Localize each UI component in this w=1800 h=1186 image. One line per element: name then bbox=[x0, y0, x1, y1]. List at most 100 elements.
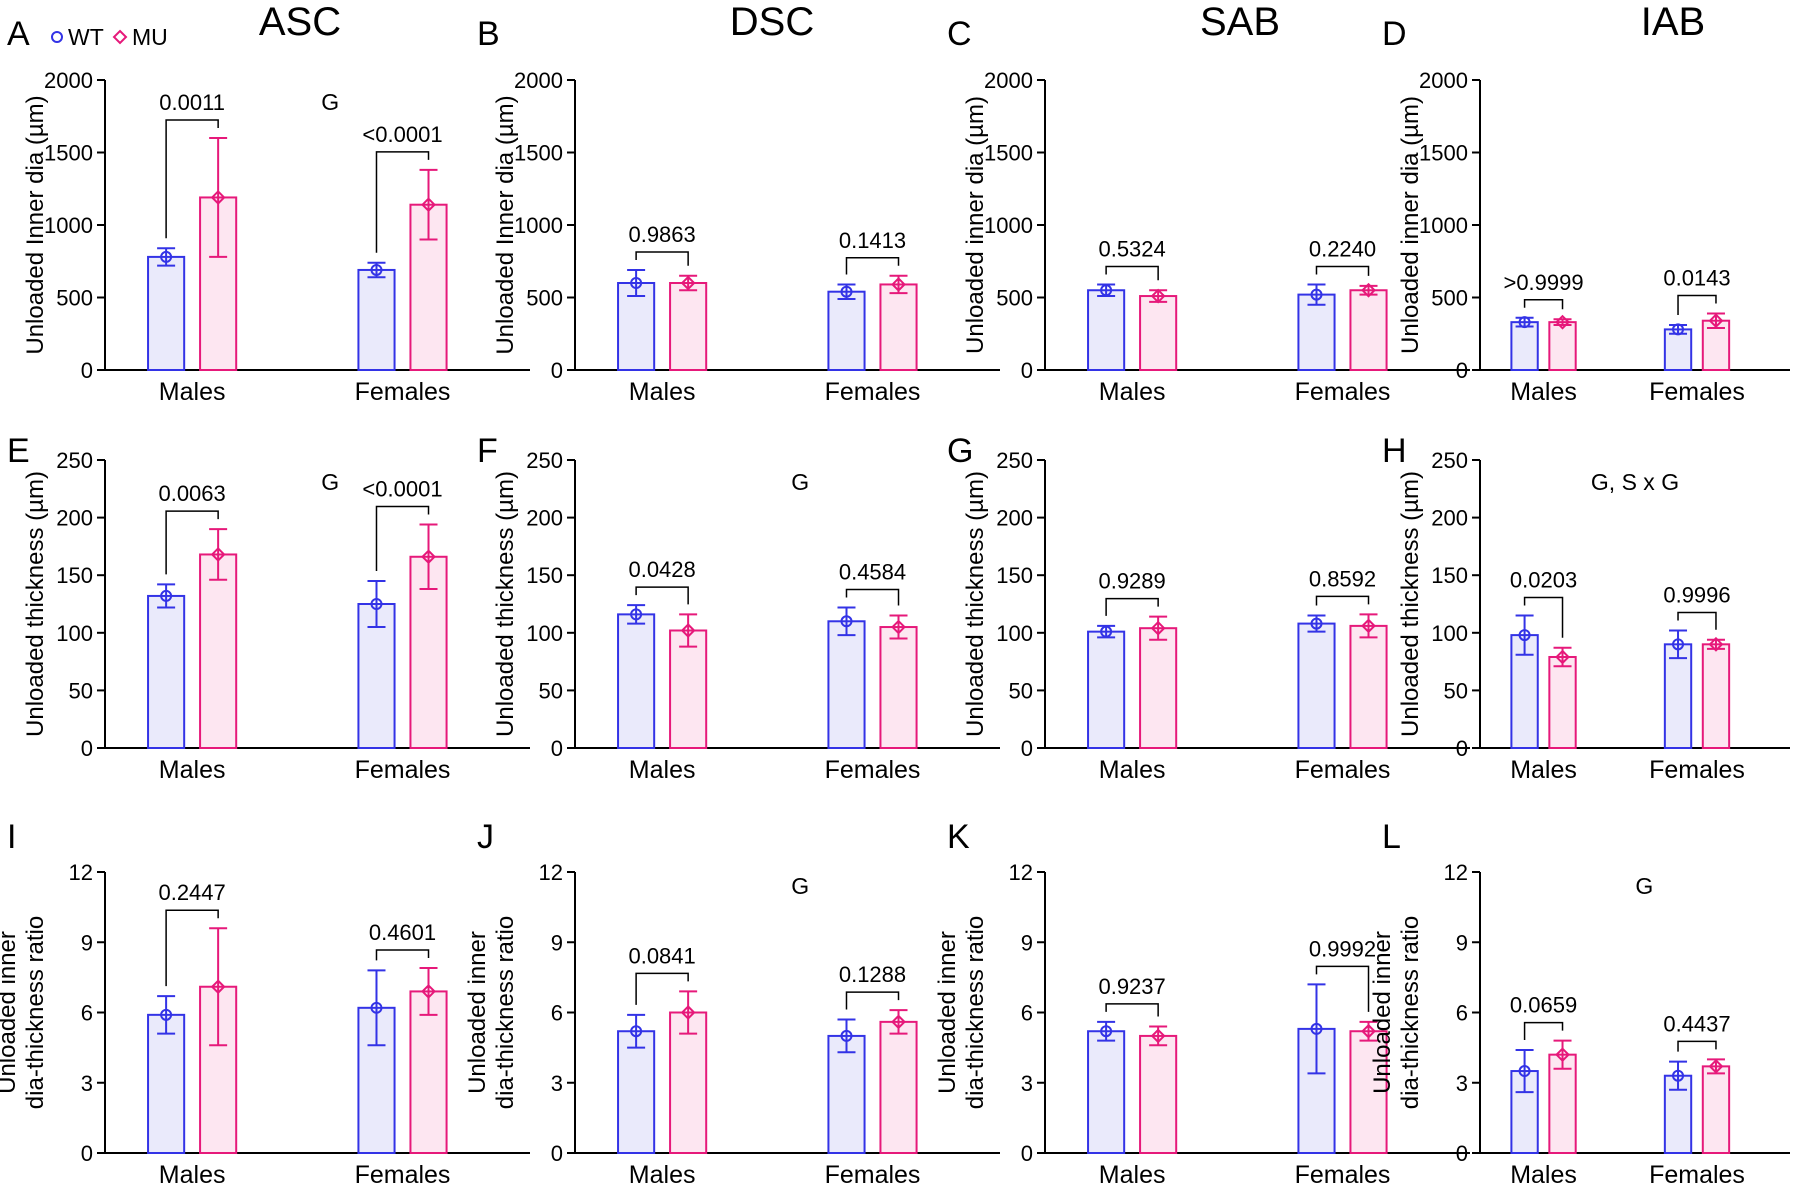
p-value-label: <0.0001 bbox=[362, 477, 442, 502]
y-tick-label: 6 bbox=[1021, 1001, 1033, 1026]
point-wt bbox=[1100, 284, 1113, 297]
p-value-label: 0.9289 bbox=[1098, 569, 1165, 594]
comparison-bracket bbox=[1523, 1021, 1564, 1040]
y-tick-label: 0 bbox=[1456, 1141, 1468, 1166]
bar-mu-males bbox=[1548, 1053, 1577, 1155]
y-tick-label: 0 bbox=[1456, 358, 1468, 383]
point-mu bbox=[1708, 1058, 1724, 1074]
y-tick-label: 250 bbox=[56, 448, 93, 473]
point-mu bbox=[680, 275, 696, 291]
bar-wt-females bbox=[1297, 293, 1336, 372]
p-value-label: 0.4601 bbox=[369, 920, 436, 945]
comparison-bracket bbox=[635, 251, 689, 266]
y-tick-label: 3 bbox=[1456, 1071, 1468, 1096]
bar-wt-males bbox=[147, 1013, 186, 1155]
x-category-label: Females bbox=[825, 378, 921, 406]
column-title-dsc: DSC bbox=[730, 0, 814, 44]
column-title-iab: IAB bbox=[1641, 0, 1705, 44]
legend: WT MU bbox=[51, 24, 168, 50]
x-category-label: Males bbox=[629, 756, 696, 784]
point-wt bbox=[1518, 1065, 1531, 1078]
y-tick-label: 0 bbox=[551, 358, 563, 383]
point-wt bbox=[1672, 323, 1685, 336]
panel-c: C 0 500 1000 1500 2000 Unloaded inner dia (µm)… bbox=[947, 15, 1470, 406]
y-tick-label: 1500 bbox=[44, 141, 93, 166]
comparison-bracket bbox=[375, 151, 430, 253]
bar-mu-males bbox=[669, 1011, 708, 1154]
column-title-asc: ASC bbox=[259, 0, 341, 44]
bar-mu-males bbox=[1139, 1034, 1178, 1154]
bar-mu-males bbox=[1548, 655, 1577, 750]
p-value-label: <0.0001 bbox=[362, 122, 442, 147]
y-tick-label: 6 bbox=[1456, 1001, 1468, 1026]
y-tick-label: 150 bbox=[526, 563, 563, 588]
p-value-label: 0.4437 bbox=[1663, 1011, 1730, 1036]
stat-annotation: G bbox=[791, 469, 809, 495]
point-wt bbox=[1100, 625, 1113, 638]
y-axis-label: Unloaded innerdia-thickness ratio bbox=[934, 916, 989, 1109]
y-tick-label: 50 bbox=[1444, 678, 1468, 703]
y-axis-label: Unloaded thickness (µm) bbox=[492, 471, 519, 737]
point-wt bbox=[1518, 316, 1531, 329]
x-category-label: Females bbox=[1649, 756, 1745, 784]
y-tick-label: 500 bbox=[1431, 286, 1468, 311]
y-tick-label: 200 bbox=[56, 506, 93, 531]
y-tick-label: 12 bbox=[1444, 860, 1468, 885]
comparison-bracket bbox=[1315, 265, 1370, 276]
p-value-label: 0.2240 bbox=[1309, 236, 1376, 261]
p-value-label: 0.9237 bbox=[1098, 974, 1165, 999]
bar-wt-males bbox=[617, 613, 656, 749]
point-mu bbox=[210, 190, 226, 205]
point-mu bbox=[210, 547, 226, 562]
comparison-bracket bbox=[1105, 265, 1159, 281]
point-wt bbox=[840, 285, 853, 298]
stat-annotation: G, S x G bbox=[1591, 469, 1679, 495]
point-wt bbox=[630, 1025, 643, 1038]
y-tick-label: 250 bbox=[1431, 448, 1468, 473]
point-mu bbox=[1361, 282, 1376, 298]
y-tick-label: 0 bbox=[81, 358, 93, 383]
y-tick-label: 500 bbox=[996, 286, 1033, 311]
x-category-label: Females bbox=[825, 1161, 921, 1186]
point-wt bbox=[1310, 288, 1323, 301]
p-value-label: 0.8592 bbox=[1309, 566, 1376, 591]
p-value-label: 0.1288 bbox=[839, 962, 906, 987]
x-category-label: Males bbox=[1510, 378, 1577, 406]
y-tick-label: 3 bbox=[1021, 1071, 1033, 1096]
y-tick-label: 0 bbox=[1021, 736, 1033, 761]
panel-letter: E bbox=[7, 432, 30, 470]
panel-e: E 0 50 100 150 200 250 Unloaded thickness (µm) G… bbox=[7, 432, 530, 784]
comparison-bracket bbox=[1523, 596, 1564, 638]
x-category-label: Females bbox=[355, 1161, 451, 1186]
point-mu bbox=[421, 549, 436, 565]
bar-wt-females bbox=[827, 1034, 866, 1154]
y-tick-label: 0 bbox=[551, 736, 563, 761]
x-category-label: Females bbox=[1295, 378, 1391, 406]
p-value-label: 0.5324 bbox=[1098, 236, 1165, 261]
panel-letter: C bbox=[947, 15, 972, 53]
y-tick-label: 1000 bbox=[44, 213, 93, 238]
point-mu bbox=[1150, 620, 1166, 636]
x-category-label: Females bbox=[355, 756, 451, 784]
bar-mu-males bbox=[199, 553, 238, 749]
point-mu bbox=[680, 1005, 696, 1020]
point-wt bbox=[370, 1001, 383, 1014]
comparison-bracket bbox=[375, 505, 430, 571]
panel-j: J 0 3 6 9 12 Unloaded innerdia-thickness ratio… bbox=[464, 818, 1000, 1186]
bar-mu-females bbox=[1349, 289, 1388, 371]
x-category-label: Males bbox=[159, 378, 226, 406]
x-category-label: Males bbox=[1510, 1161, 1577, 1186]
bar-wt-males bbox=[617, 1030, 656, 1154]
panel-letter: G bbox=[947, 432, 973, 470]
comparison-bracket bbox=[1523, 299, 1564, 310]
bar-wt-males bbox=[147, 255, 186, 371]
x-category-label: Males bbox=[629, 1161, 696, 1186]
point-wt bbox=[1310, 1022, 1323, 1035]
point-mu bbox=[1555, 649, 1570, 665]
y-tick-label: 0 bbox=[1021, 1141, 1033, 1166]
y-tick-label: 0 bbox=[81, 1141, 93, 1166]
y-tick-label: 500 bbox=[56, 286, 93, 311]
bar-mu-males bbox=[1139, 295, 1178, 371]
bar-mu-males bbox=[669, 629, 708, 749]
